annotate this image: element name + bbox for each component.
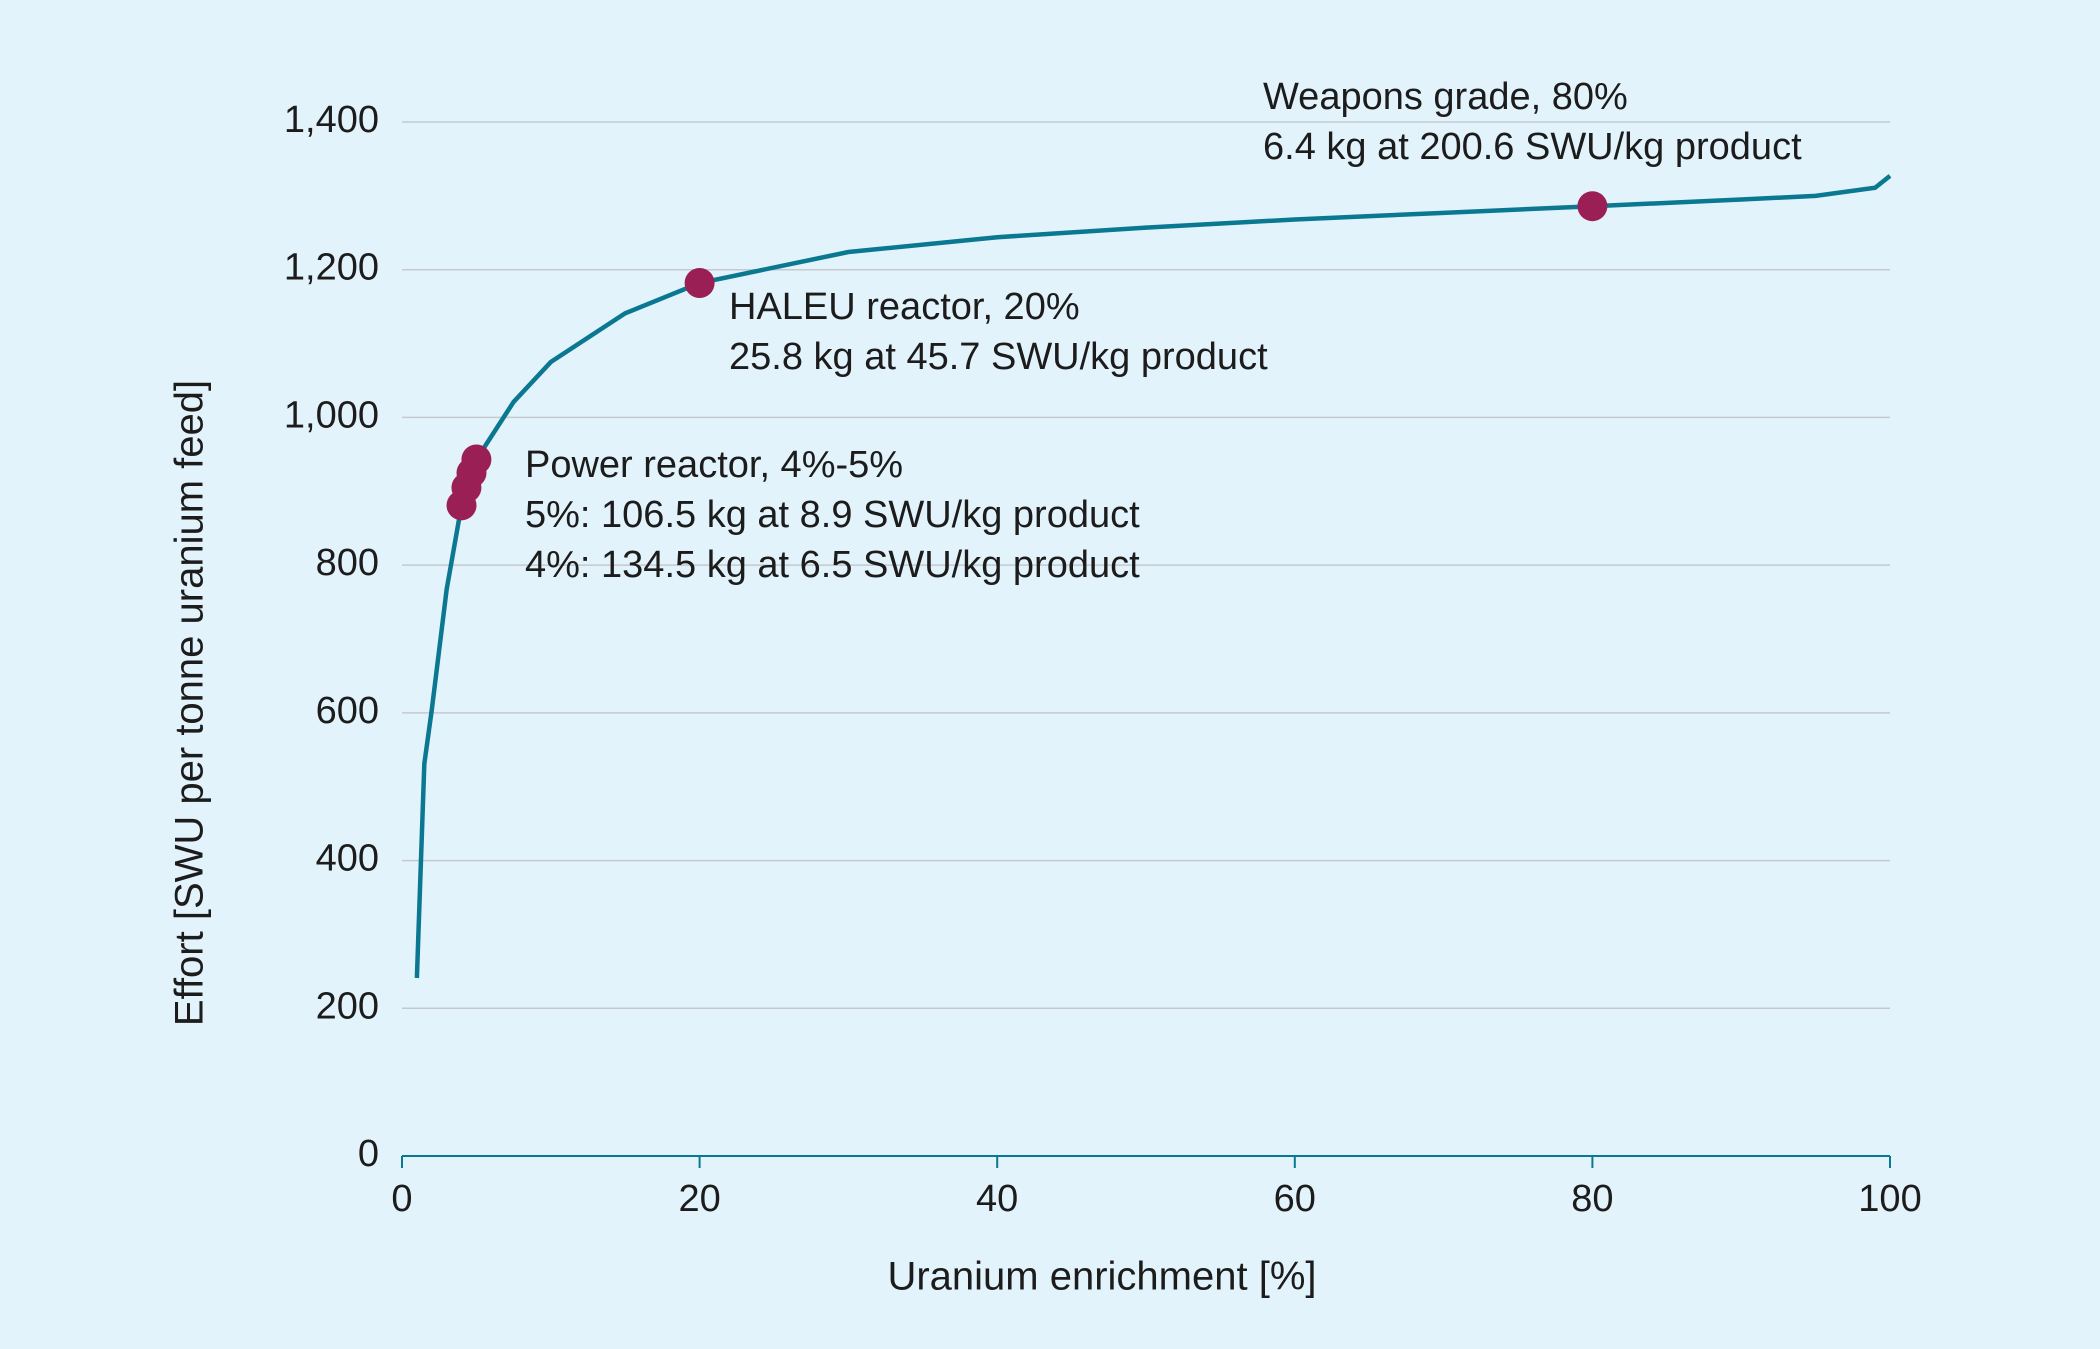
annotation: Power reactor, 4%-5%: [525, 444, 903, 486]
x-tick-label: 60: [1274, 1178, 1316, 1220]
x-tick-label: 20: [678, 1178, 720, 1220]
y-tick-label: 800: [316, 542, 379, 584]
x-tick-label: 80: [1571, 1178, 1613, 1220]
marker: [684, 268, 715, 299]
y-tick-label: 400: [316, 838, 379, 880]
y-tick-label: 1,400: [284, 99, 379, 141]
y-tick-label: 0: [358, 1133, 379, 1175]
y-axis-title: Effort [SWU per tonne uranium feed]: [168, 380, 212, 1026]
y-tick-label: 1,200: [284, 247, 379, 289]
y-tick-label: 200: [316, 985, 379, 1027]
x-axis-title: Uranium enrichment [%]: [887, 1255, 1316, 1299]
line: [414, 174, 1892, 979]
annotation: 25.8 kg at 45.7 SWU/kg product: [729, 336, 1268, 378]
marker: [461, 444, 492, 475]
y-tick-label: 600: [316, 690, 379, 732]
annotation: 6.4 kg at 200.6 SWU/kg product: [1263, 126, 1802, 168]
annotation: HALEU reactor, 20%: [729, 286, 1080, 328]
annotation: 4%: 134.5 kg at 6.5 SWU/kg product: [525, 544, 1140, 586]
x-tick-label: 0: [391, 1178, 412, 1220]
x-tick-label: 100: [1858, 1178, 1921, 1220]
annotation: Weapons grade, 80%: [1263, 76, 1628, 118]
marker: [1577, 191, 1608, 222]
x-tick-label: 40: [976, 1178, 1018, 1220]
y-tick-label: 1,000: [284, 394, 379, 436]
annotation: 5%: 106.5 kg at 8.9 SWU/kg product: [525, 494, 1140, 536]
